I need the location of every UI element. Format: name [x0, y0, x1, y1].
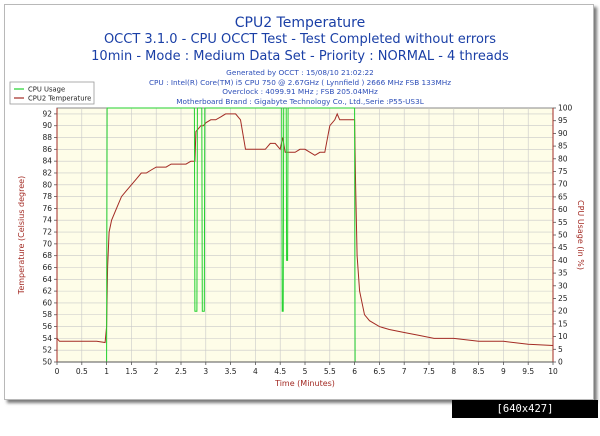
x-tick-label: 3.5	[225, 367, 237, 376]
y-right-tick-label: 15	[558, 319, 568, 328]
x-tick-label: 7.5	[423, 367, 435, 376]
y-right-tick-label: 10	[558, 332, 568, 341]
x-tick-label: 5	[303, 367, 308, 376]
y-left-tick-label: 70	[42, 239, 52, 248]
x-axis-title: Time (Minutes)	[274, 379, 335, 388]
legend-label: CPU2 Temperature	[28, 95, 91, 103]
y-right-tick-label: 70	[558, 180, 568, 189]
y-right-tick-label: 0	[558, 358, 563, 367]
y-left-tick-label: 88	[42, 133, 52, 142]
legend-label: CPU Usage	[28, 86, 65, 94]
x-tick-label: 7	[402, 367, 407, 376]
x-tick-label: 8	[451, 367, 456, 376]
y-left-tick-label: 72	[42, 228, 52, 237]
x-tick-label: 9.5	[522, 367, 534, 376]
y-left-tick-label: 54	[42, 334, 52, 343]
y-left-tick-label: 82	[42, 168, 52, 177]
x-tick-label: 3	[203, 367, 208, 376]
x-tick-label: 6	[352, 367, 357, 376]
y-left-tick-label: 92	[42, 109, 52, 118]
y-right-tick-label: 40	[558, 256, 568, 265]
y-left-axis-title: Temperature (Celsius degree)	[17, 176, 26, 295]
y-right-tick-label: 50	[558, 231, 568, 240]
x-tick-label: 1.5	[125, 367, 137, 376]
y-right-tick-label: 60	[558, 205, 568, 214]
x-tick-label: 4	[253, 367, 258, 376]
y-right-tick-label: 75	[558, 167, 568, 176]
cpu2-temperature-line	[56, 112, 554, 346]
chart-title: CPU2 Temperature	[234, 15, 366, 31]
y-left-tick-label: 64	[42, 275, 52, 284]
y-left-tick-label: 68	[42, 251, 52, 260]
x-tick-label: 0	[55, 367, 60, 376]
y-right-tick-label: 25	[558, 294, 568, 303]
y-right-tick-label: 30	[558, 281, 568, 290]
info-cpu: CPU : Intel(R) Core(TM) i5 CPU 750 @ 2.6…	[148, 77, 452, 87]
y-left-tick-label: 80	[42, 180, 52, 189]
chart-subtitle-test: OCCT 3.1.0 - CPU OCCT Test - Test Comple…	[103, 32, 497, 47]
y-left-tick-label: 52	[42, 346, 52, 355]
info-generated: Generated by OCCT : 15/08/10 21:02:22	[226, 68, 374, 77]
y-left-tick-label: 66	[42, 263, 52, 272]
y-left-tick-label: 78	[42, 192, 52, 201]
y-right-tick-label: 5	[558, 345, 563, 354]
y-right-tick-label: 35	[558, 269, 568, 278]
y-right-tick-label: 90	[558, 129, 568, 138]
y-right-tick-label: 95	[558, 116, 568, 125]
chart-svg: 0 0.5 1 1.5 2 2.5 3 3.5 4 4.5 5 5.5 6 6.5 7 7.5 8 8.5 9 9.5…	[9, 81, 585, 388]
y-left-tick-label: 62	[42, 287, 52, 296]
y-left-tick-label: 56	[42, 322, 52, 331]
x-tick-label: 2	[154, 367, 159, 376]
x-tick-label: 4.5	[274, 367, 286, 376]
x-tick-label: 8.5	[473, 367, 485, 376]
y-left-tick-label: 86	[42, 145, 52, 154]
x-tick-label: 0.5	[76, 367, 88, 376]
x-tick-label: 5.5	[324, 367, 336, 376]
chart-subtitle-mode: 10min - Mode : Medium Data Set - Priorit…	[91, 49, 509, 64]
y-right-tick-label: 80	[558, 154, 568, 163]
y-left-tick-label: 84	[42, 157, 52, 166]
y-left-tick-label: 50	[42, 358, 52, 367]
x-tick-label: 1	[104, 367, 109, 376]
legend-box	[9, 81, 95, 105]
info-motherboard: Motherboard Brand : Gigabyte Technology …	[176, 96, 424, 106]
y-right-tick-label: 65	[558, 192, 568, 201]
y-left-tick-label: 90	[42, 121, 52, 130]
x-tick-label: 6.5	[373, 367, 385, 376]
y-right-tick-label: 55	[558, 218, 568, 227]
x-tick-label: 2.5	[175, 367, 187, 376]
y-left-tick-label: 60	[42, 298, 52, 307]
y-right-tick-label: 45	[558, 243, 568, 252]
y-left-tick-label: 74	[42, 216, 52, 225]
y-right-axis-title: CPU Usage (in %)	[576, 200, 585, 270]
y-left-tick-label: 58	[42, 310, 52, 319]
x-tick-label: 9	[501, 367, 506, 376]
cpu-usage-line	[57, 107, 553, 363]
watermark-badge: [640x427] http://upic.me/	[452, 400, 598, 433]
y-right-tick-label: 85	[558, 142, 568, 151]
x-tick-label: 10	[548, 367, 558, 376]
y-right-tick-label: 100	[558, 104, 573, 113]
y-right-tick-label: 20	[558, 307, 568, 316]
info-overclock: Overclock : 4099.91 MHz ; FSB 205.04MHz	[222, 87, 378, 96]
y-left-tick-label: 76	[42, 204, 52, 213]
